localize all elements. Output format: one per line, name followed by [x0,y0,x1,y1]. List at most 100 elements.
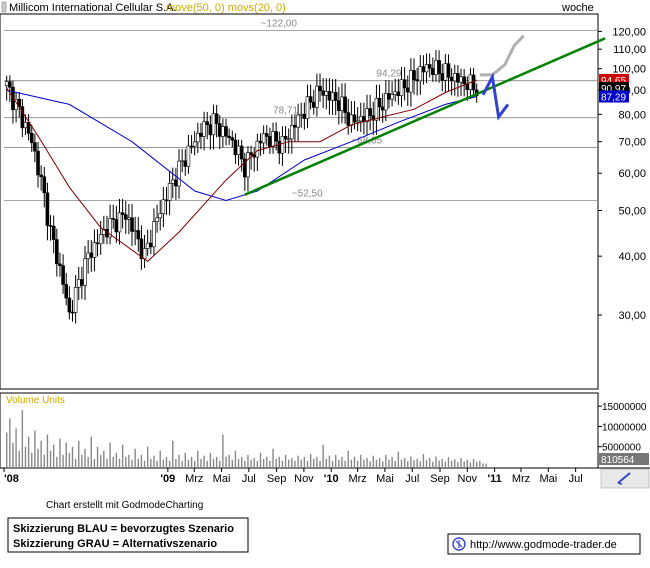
candle-body [471,74,476,91]
candle-body [64,284,69,299]
candle-body [51,225,56,240]
candle-body [133,230,137,232]
website-link[interactable]: http://www.godmode-trader.de [447,533,641,555]
candle-body [387,93,391,100]
candle-body [418,66,423,82]
candle-body [142,248,147,260]
x-tick-label: Mai [213,473,231,485]
candles [4,50,479,324]
x-tick-label: '11 [487,473,501,485]
candle-body [290,124,294,140]
level-annotation: 78,71 [273,106,298,117]
x-tick-label: Jul [405,473,419,485]
y-tick-label: 120,00 [612,26,646,38]
candle-body [127,217,131,220]
trendline-group [244,37,606,196]
candle-body [327,91,332,101]
y-tick-label: 70,00 [618,137,646,149]
candle-body [145,242,150,249]
volume-last-label: 810564 [601,455,635,466]
x-tick-label: Mai [539,473,557,485]
candle-body [36,150,40,176]
candle-body [236,145,241,156]
price-tag [599,90,629,103]
candle-body [456,73,460,83]
x-tick-label: '10 [324,473,339,485]
candle-body [205,121,210,125]
website-url: http://www.godmode-trader.de [470,539,617,551]
candle-body [258,140,263,144]
volume-tick-label: 15000000 [602,402,647,413]
candle-body [396,91,401,97]
chart-credit: Chart erstellt mit GodmodeCharting [46,500,203,511]
x-tick-label: Mrz [185,473,203,485]
candle-body [230,137,235,141]
y-tick-label: 60,00 [618,168,646,180]
candle-body [158,213,163,219]
candle-body [167,183,172,201]
candle-body [443,63,448,81]
candle-body [114,219,119,233]
candle-body [446,63,451,78]
candle-body [415,79,419,82]
candle-body [330,92,335,101]
candle-body [111,218,116,220]
candle-body [355,120,360,123]
candle-body [239,145,244,160]
candle-body [271,131,275,147]
candle-body [421,66,426,73]
candle-body [337,100,341,111]
candle-body [365,108,369,123]
legend-gray: Skizzierung GRAU = Alternativszenario [13,538,217,550]
y-tick-label: 110,00 [613,44,646,56]
candle-body [452,73,457,82]
scenario-blue-path [481,72,510,121]
candle-body [189,145,194,148]
candle-body [217,123,222,137]
pen-icon [617,472,631,485]
candle-body [424,64,429,73]
candle-body [45,192,50,226]
candle-body [333,92,338,101]
candle-body [321,90,325,96]
x-tick-label: '08 [4,473,19,485]
x-tick-label: Jul [242,473,256,485]
timeframe-label: woche [561,2,594,14]
godmode-logo-icon [452,537,466,551]
candle-body [274,131,278,142]
price-tag-label: 87,29 [601,92,626,103]
pen-tool-button[interactable] [600,468,650,489]
candle-body [48,225,53,227]
candle-body [349,114,354,126]
y-tick-label: 40,00 [618,251,646,263]
candle-body [459,76,463,83]
candle-body [4,81,9,87]
candle-body [343,96,347,113]
candle-body [393,91,398,95]
volume-panel-frame [0,392,599,469]
candle-body [352,114,357,123]
candle-body [318,85,322,92]
legend-blue: Skizzierung BLAU = bevorzugtes Szenario [13,523,234,535]
candle-body [380,106,385,111]
candle-body [89,252,94,258]
candle-body [233,139,238,156]
candle-body [80,279,84,286]
candle-body [402,79,407,89]
candle-body [155,217,159,222]
candle-body [324,91,329,96]
y-tick-label: 30,00 [618,310,646,322]
x-tick-label: Sep [267,473,287,485]
candle-body [374,98,379,121]
candle-body [246,152,250,178]
candle-body [277,140,282,154]
candle-body [227,135,231,139]
candle-body [67,297,72,313]
candle-body [412,70,416,80]
candle-body [164,199,169,202]
level-annotation: ~52,50 [292,189,323,200]
candle-body [255,140,260,158]
candle-body [264,133,269,137]
